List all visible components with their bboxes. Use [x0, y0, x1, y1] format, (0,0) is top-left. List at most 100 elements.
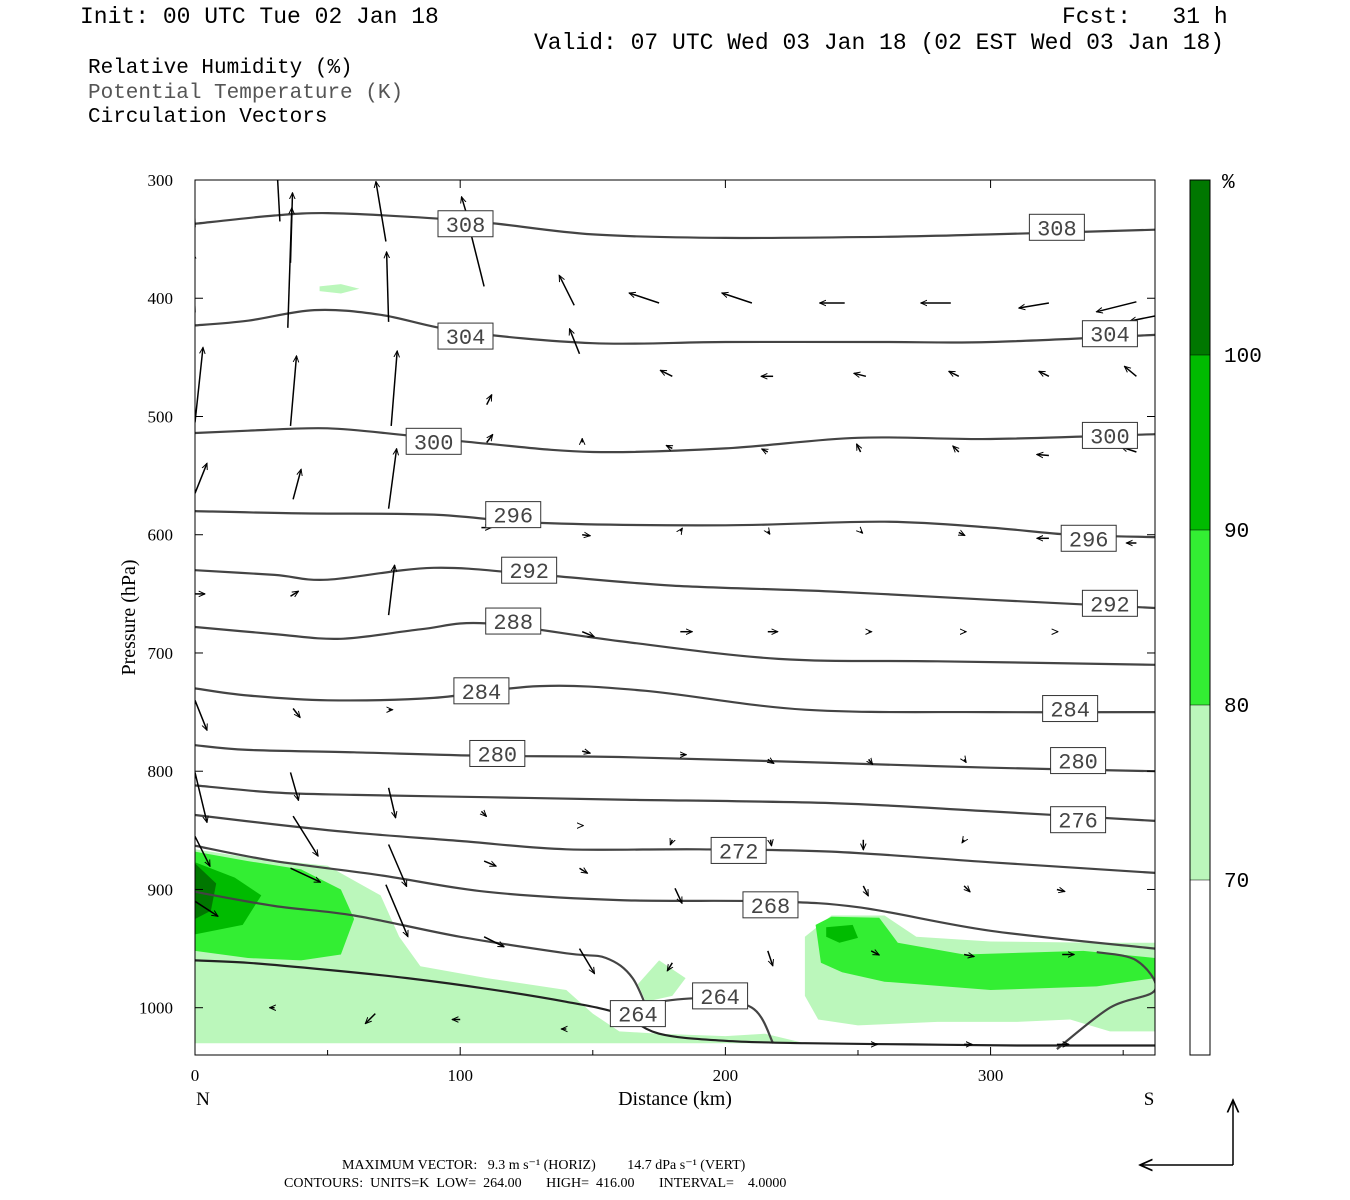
- circulation-vector: [670, 840, 672, 845]
- y-tick-label: 800: [148, 762, 174, 781]
- theta-contour-276: [195, 784, 1155, 822]
- contour-label: 296: [493, 505, 533, 530]
- y-tick-label: 300: [148, 171, 174, 190]
- circulation-vector: [292, 815, 318, 856]
- field-rh-label: Relative Humidity (%): [88, 57, 353, 80]
- theta-contour-288: [195, 621, 1155, 666]
- circulation-vector: [771, 840, 772, 846]
- rh-region-70: [637, 960, 686, 1002]
- colorbar-level-label: 100: [1224, 346, 1262, 369]
- contour-info-note: CONTOURS: UNITS=K LOW= 264.00 HIGH= 416.…: [284, 1176, 787, 1191]
- circulation-vector: [195, 463, 207, 494]
- circulation-vector: [376, 182, 387, 242]
- y-tick-label: 500: [148, 407, 174, 426]
- circulation-vector: [365, 1013, 376, 1024]
- circulation-vector: [949, 370, 960, 377]
- colorbar-swatch: [1190, 880, 1210, 1055]
- contour-label-box: [1050, 747, 1107, 775]
- circulation-vector: [629, 293, 660, 304]
- circulation-vector: [276, 180, 281, 222]
- contour-label: 292: [1090, 593, 1130, 618]
- circulation-vector: [558, 275, 575, 306]
- y-tick-label: 700: [148, 644, 174, 663]
- contour-label-box: [485, 607, 542, 635]
- colorbar-swatch: [1190, 530, 1210, 705]
- contour-label: 296: [1069, 528, 1109, 553]
- theta-contour-292: [195, 566, 1155, 610]
- contour-label-box: [1042, 695, 1099, 723]
- y-tick-label: 1000: [139, 999, 173, 1018]
- contour-label-box: [1060, 524, 1117, 552]
- contour-label-box: [437, 210, 494, 238]
- circulation-vector: [287, 208, 292, 328]
- circulation-vector: [289, 356, 297, 426]
- circulation-vector: [666, 444, 672, 448]
- theta-contour-304: [195, 308, 1155, 345]
- circulation-vector: [582, 535, 590, 536]
- contour-label-box: [405, 427, 462, 455]
- theta-contour-272: [195, 813, 1155, 874]
- contour-label-box: [453, 677, 510, 705]
- circulation-vector: [959, 532, 965, 537]
- circulation-vector: [387, 449, 397, 509]
- circulation-vector: [667, 962, 672, 971]
- contour-label: 280: [478, 743, 518, 768]
- rh-shading: [195, 284, 1155, 1044]
- field-theta-label: Potential Temperature (K): [88, 82, 404, 105]
- colorbar-frame: [1189, 179, 1211, 1056]
- circulation-vector: [290, 591, 299, 596]
- y-tick-label: 400: [148, 289, 174, 308]
- colorbar-unit: %: [1222, 172, 1235, 195]
- circulation-vector: [964, 759, 966, 762]
- contour-label: 292: [509, 560, 549, 585]
- contour-label: 300: [414, 431, 454, 456]
- x-end-label-right: S: [1144, 1089, 1155, 1110]
- contour-label-box: [742, 891, 799, 919]
- circulation-vector: [481, 811, 486, 816]
- circulation-vector: [486, 395, 493, 406]
- colorbar-level-label: 90: [1224, 521, 1249, 544]
- circulation-vector: [722, 293, 753, 304]
- circulation-vectors: [195, 180, 1155, 1044]
- circulation-vector: [963, 955, 974, 957]
- circulation-vector: [1096, 301, 1137, 312]
- circulation-vector: [762, 448, 768, 452]
- circulation-vector: [962, 840, 964, 843]
- contour-label: 284: [1050, 699, 1090, 724]
- contour-label-box: [1028, 213, 1085, 241]
- contour-label: 300: [1090, 425, 1130, 450]
- axes: 300 400 500 600 700 800 900 1000 0 100 200 300 N S Dis…: [118, 171, 1155, 1110]
- rh-region-80: [815, 916, 1155, 990]
- circulation-vector: [660, 369, 673, 377]
- theta-contour-300: [195, 427, 1155, 454]
- field-vectors-label: Circulation Vectors: [88, 106, 328, 129]
- theta-contour-284: [195, 684, 1155, 714]
- circulation-vector: [582, 751, 590, 753]
- theta-contour-264: [195, 890, 653, 1020]
- x-tick-label: 0: [191, 1066, 200, 1085]
- valid-time: Valid: 07 UTC Wed 03 Jan 18 (02 EST Wed …: [534, 30, 1225, 56]
- circulation-vector: [680, 528, 682, 531]
- circulation-vector: [292, 469, 301, 500]
- circulation-vector: [674, 887, 683, 903]
- circulation-vector: [870, 951, 879, 956]
- circulation-vector: [292, 708, 300, 718]
- theta-contours: [195, 211, 1155, 1050]
- circulation-vector: [855, 444, 861, 453]
- circulation-vector: [579, 868, 588, 873]
- colorbar-swatch: [1190, 705, 1210, 880]
- circulation-vector: [387, 844, 408, 887]
- circulation-vector: [768, 531, 770, 534]
- colorbar-level-label: 80: [1224, 696, 1249, 719]
- colorbar-swatch: [1190, 180, 1210, 355]
- circulation-vector: [385, 884, 409, 937]
- contour-label: 264: [618, 1004, 658, 1029]
- contour-label-box: [1081, 589, 1138, 617]
- forecast-hour: Fcst: 31 h: [1062, 4, 1228, 30]
- contour-label-box: [501, 556, 558, 584]
- theta-contour-296: [195, 510, 1155, 539]
- contour-label: 268: [751, 895, 791, 920]
- circulation-vector: [578, 948, 596, 974]
- circulation-vector: [390, 351, 397, 426]
- circulation-vector: [483, 860, 496, 867]
